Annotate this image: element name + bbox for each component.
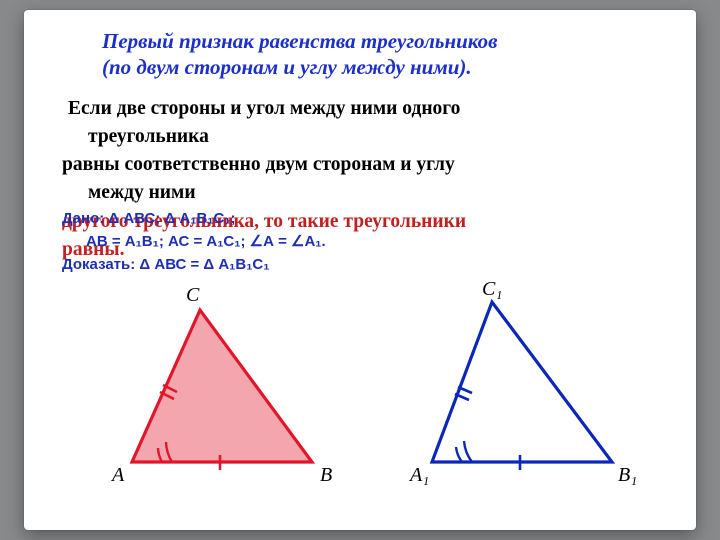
label-A: A	[112, 464, 124, 487]
given-overlay: Дано: Δ АВС; Δ А₁В₁С₁; АВ = А₁В₁; АС = А…	[62, 194, 658, 286]
angle-arc-2b	[464, 441, 472, 462]
title-block: Первый признак равенства треугольников (…	[102, 28, 658, 81]
theorem-l2: равны соответственно двум сторонам и угл…	[62, 151, 658, 179]
triangle-abc	[102, 292, 342, 492]
triangle-a1b1c1-poly	[432, 302, 612, 462]
slide: Первый признак равенства треугольников (…	[24, 10, 696, 530]
label-C: C	[186, 284, 199, 307]
label-B: B	[320, 464, 332, 487]
given-label: Дано:	[62, 210, 108, 227]
given-line-1: Дано: Δ АВС; Δ А₁В₁С₁;	[62, 210, 236, 227]
prove-content: Δ АВС = Δ А₁В₁С₁	[139, 256, 269, 273]
theorem-l1: Если две стороны и угол между ними одног…	[68, 95, 658, 123]
triangle-a1b1c1	[402, 292, 642, 492]
given-line-2: АВ = А₁В₁; АС = А₁С₁; ∠А = ∠А₁.	[86, 232, 326, 250]
label-C1: C₁	[482, 278, 502, 301]
angle-arc-1b	[456, 447, 462, 462]
title-line-1: Первый признак равенства треугольников	[102, 28, 658, 54]
figures: A B C A₁ B₁ C₁	[62, 292, 658, 502]
prove-line: Доказать: Δ АВС = Δ А₁В₁С₁	[62, 256, 269, 273]
label-A1: A₁	[410, 464, 429, 487]
given-content-1: Δ АВС; Δ А₁В₁С₁;	[108, 210, 235, 227]
theorem-l1b: треугольника	[88, 123, 658, 151]
triangle-abc-poly	[132, 310, 312, 462]
prove-label: Доказать:	[62, 256, 139, 273]
label-B1: B₁	[618, 464, 637, 487]
title-line-2: (по двум сторонам и углу между ними).	[102, 54, 658, 80]
